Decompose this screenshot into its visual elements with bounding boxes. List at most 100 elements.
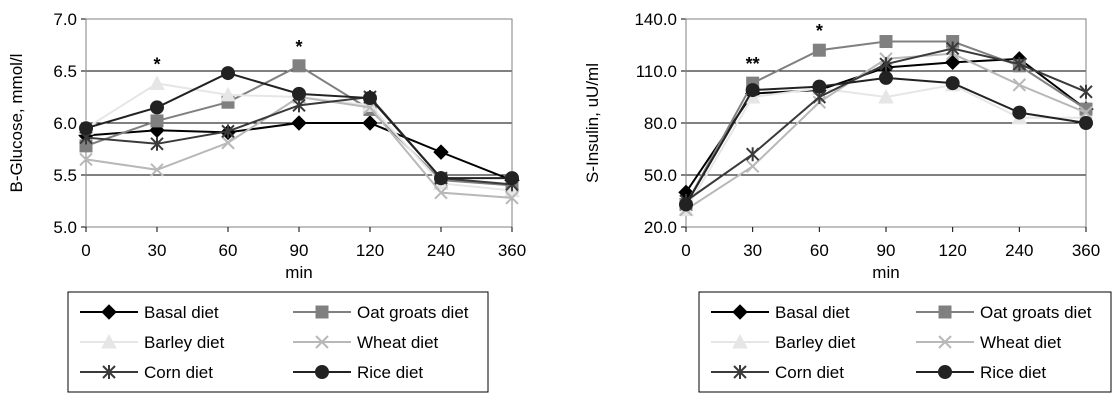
- legend-marker: [315, 335, 329, 349]
- chart-insulin: 20.0 50.0 80.0 110.0 140.0 0 30 60 90 120 240 360 mi…: [583, 10, 1112, 393]
- significance-annotation: *: [816, 21, 823, 41]
- data-point: [79, 121, 93, 136]
- x-tick-label: 60: [810, 241, 829, 260]
- data-point: [1012, 105, 1027, 120]
- data-point: [149, 75, 165, 90]
- data-point: [1012, 78, 1027, 92]
- data-point: [150, 136, 164, 151]
- legend-marker: [101, 333, 117, 349]
- legend-label: Corn diet: [775, 363, 844, 382]
- data-point: [1079, 84, 1093, 99]
- data-point: [1079, 105, 1093, 120]
- x-tick-label: 0: [681, 241, 690, 260]
- x-tick-label: 240: [427, 241, 455, 260]
- data-point: [221, 124, 235, 139]
- legend-marker: [938, 335, 952, 349]
- legend-label: Barley diet: [775, 333, 856, 352]
- series-rice-diet: [679, 70, 1093, 212]
- data-point: [1079, 116, 1093, 130]
- x-tick-label: 30: [148, 241, 167, 260]
- legend-marker: [732, 333, 748, 349]
- data-point: [150, 100, 164, 115]
- series-rice-diet: [79, 66, 519, 186]
- data-point: [945, 76, 960, 91]
- legend-item-wheat-diet: Wheat diet: [293, 333, 439, 352]
- legend-label: Corn diet: [144, 363, 213, 382]
- data-point: [505, 191, 519, 205]
- y-tick-label: 6.0: [53, 114, 77, 133]
- x-tick-label: 90: [877, 241, 896, 260]
- legend-item-rice-diet: Rice diet: [293, 363, 423, 382]
- legend: Basal diet Oat groats diet Barley diet Whea…: [698, 291, 1112, 393]
- data-point: [79, 152, 93, 167]
- data-point: [434, 171, 448, 186]
- data-point: [812, 79, 827, 94]
- data-point: [745, 159, 760, 174]
- data-point: [363, 91, 377, 106]
- data-point: [745, 147, 760, 162]
- legend-label: Wheat diet: [980, 333, 1062, 352]
- x-tick-label: 360: [498, 241, 526, 260]
- data-point: [944, 54, 961, 71]
- legend-item-basal-diet: Basal diet: [711, 303, 850, 322]
- data-point: [433, 144, 449, 160]
- y-tick-label: 7.0: [53, 10, 77, 29]
- data-point: [291, 115, 307, 131]
- series-corn-diet: [79, 90, 519, 192]
- data-point: [878, 88, 894, 104]
- data-point: [150, 163, 164, 177]
- data-point: [745, 83, 760, 98]
- legend-marker: [938, 305, 952, 319]
- x-tick-label: 120: [938, 241, 966, 260]
- data-point: [292, 59, 306, 73]
- legend-item-corn-diet: Corn diet: [80, 363, 213, 382]
- legend-marker: [732, 304, 748, 320]
- y-tick-label: 50.0: [644, 166, 677, 185]
- legend-marker: [102, 365, 116, 379]
- data-point: [679, 197, 693, 212]
- legend-item-corn-diet: Corn diet: [711, 363, 844, 382]
- legend-marker: [938, 365, 952, 379]
- x-tick-label: 240: [1005, 241, 1033, 260]
- data-point: [292, 86, 306, 101]
- legend-label: Basal diet: [775, 303, 850, 322]
- data-point: [221, 136, 235, 150]
- data-point: [221, 66, 235, 81]
- legend-marker: [315, 305, 329, 319]
- data-point: [1012, 57, 1027, 72]
- y-axis-title: S-Insulin, uU/ml: [583, 63, 602, 183]
- y-tick-label: 5.5: [53, 166, 77, 185]
- legend-label: Oat groats diet: [357, 303, 469, 322]
- data-point: [434, 185, 448, 200]
- legend-item-rice-diet: Rice diet: [916, 363, 1046, 382]
- legend-marker: [315, 365, 329, 379]
- legend-item-basal-diet: Basal diet: [80, 303, 219, 322]
- legend-marker: [733, 365, 747, 379]
- x-tick-label: 60: [219, 241, 238, 260]
- legend-item-barley-diet: Barley diet: [711, 333, 856, 352]
- x-tick-label: 30: [743, 241, 762, 260]
- significance-annotation: *: [295, 37, 302, 57]
- legend-label: Barley diet: [144, 333, 225, 352]
- x-axis-title: min: [285, 263, 312, 282]
- legend-item-barley-diet: Barley diet: [80, 333, 225, 352]
- y-tick-label: 110.0: [636, 62, 677, 81]
- y-tick-label: 140.0: [634, 10, 677, 29]
- data-point: [879, 70, 893, 85]
- data-point: [879, 35, 893, 49]
- legend-marker: [101, 304, 117, 320]
- data-point: [505, 171, 519, 186]
- legend-label: Wheat diet: [357, 333, 439, 352]
- x-axis-title: min: [872, 263, 899, 282]
- data-point: [150, 114, 164, 128]
- y-tick-label: 5.0: [53, 218, 77, 237]
- x-tick-label: 360: [1072, 241, 1100, 260]
- y-tick-label: 6.5: [53, 62, 77, 81]
- legend-label: Rice diet: [980, 363, 1046, 382]
- legend-item-oat-groats-diet: Oat groats diet: [916, 303, 1092, 322]
- data-point: [220, 86, 236, 102]
- y-tick-label: 20.0: [644, 218, 677, 237]
- series-barley-diet: [678, 76, 1094, 217]
- legend-label: Oat groats diet: [980, 303, 1092, 322]
